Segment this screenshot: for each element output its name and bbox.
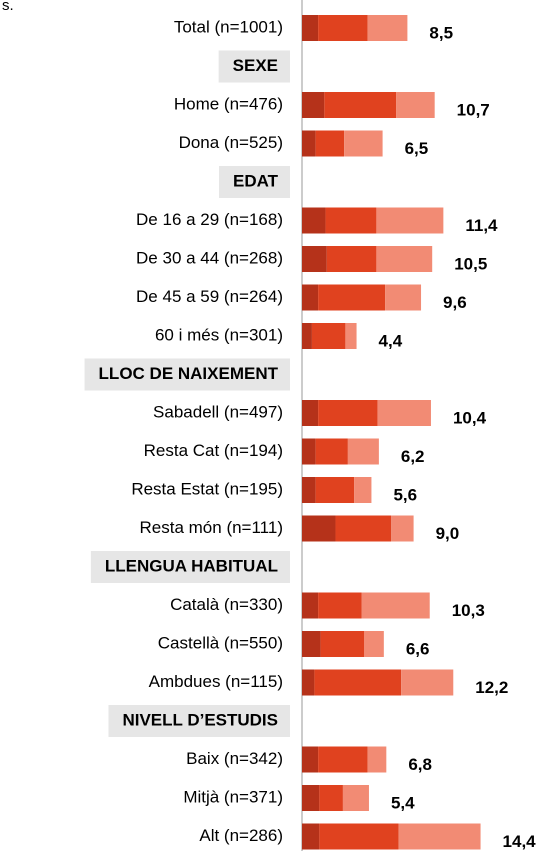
total-label: 5,6 xyxy=(393,485,417,504)
bar-segment xyxy=(345,323,357,349)
bar-segment xyxy=(347,438,379,465)
total-label: 10,4 xyxy=(453,408,487,427)
category-label: 60 i més (n=301) xyxy=(155,325,283,344)
category-label: Resta Estat (n=195) xyxy=(131,479,283,498)
bar-segment xyxy=(302,323,312,349)
bar-segment xyxy=(385,284,422,311)
bar-segment xyxy=(302,746,319,773)
total-label: 8,5 xyxy=(429,23,453,42)
total-label: 4,4 xyxy=(379,331,403,350)
section-header-box xyxy=(90,551,290,583)
bar-segment xyxy=(302,785,320,811)
category-label: Total (n=1001) xyxy=(174,17,283,36)
category-label: Català (n=330) xyxy=(170,595,283,614)
bar-segment xyxy=(396,92,435,118)
bar-segment xyxy=(354,477,372,503)
bar-segment xyxy=(324,92,397,118)
bar-segment xyxy=(302,284,319,311)
total-label: 6,6 xyxy=(406,639,430,658)
bar-segment xyxy=(302,92,325,118)
bar-segment xyxy=(302,207,326,234)
section-header: NIVELL D’ESTUDIS xyxy=(122,710,278,729)
bar-segment xyxy=(302,400,319,426)
total-label: 6,8 xyxy=(408,755,432,774)
total-label: 6,5 xyxy=(405,139,429,158)
section-header: EDAT xyxy=(233,171,279,190)
bar-segment xyxy=(302,823,320,850)
bar-segment xyxy=(367,746,387,773)
total-label: 10,7 xyxy=(457,100,490,119)
category-label: Sabadell (n=497) xyxy=(153,402,283,421)
bar-segment xyxy=(318,746,368,773)
bar-segment xyxy=(311,323,346,349)
bar-segment xyxy=(302,438,316,465)
category-label: Dona (n=525) xyxy=(179,133,283,152)
bar-segment xyxy=(344,130,383,157)
bar-segment xyxy=(319,823,399,850)
bar-segment xyxy=(302,592,319,619)
section-header-box xyxy=(218,166,290,198)
bar-segment xyxy=(302,15,319,41)
bar-segment xyxy=(302,130,316,157)
bar-segment xyxy=(367,15,408,41)
bar-segment xyxy=(319,785,343,811)
bar-segment xyxy=(318,592,362,619)
total-label: 11,4 xyxy=(465,216,498,235)
category-label: De 45 a 59 (n=264) xyxy=(136,287,283,306)
subtitle: s. xyxy=(2,0,14,14)
bar-segment xyxy=(320,631,364,657)
bar-segment xyxy=(391,515,414,542)
section-header-box xyxy=(108,705,290,737)
section-header: SEXE xyxy=(233,56,278,75)
bar-segment xyxy=(376,246,433,272)
total-label: 14,4 xyxy=(503,832,537,851)
bar-segment xyxy=(315,438,348,465)
total-label: 9,0 xyxy=(436,524,460,543)
section-header: LLENGUA HABITUAL xyxy=(105,556,278,575)
bar-segment xyxy=(314,669,402,696)
bar-segment xyxy=(376,207,444,234)
category-label: Baix (n=342) xyxy=(186,749,283,768)
bar-segment xyxy=(318,284,386,311)
total-label: 10,5 xyxy=(454,254,487,273)
bar-segment xyxy=(302,515,336,542)
bar-segment xyxy=(318,400,378,426)
bar-segment xyxy=(315,130,345,157)
category-label: De 30 a 44 (n=268) xyxy=(136,248,283,267)
bar-segment xyxy=(302,477,316,503)
bar-segment xyxy=(401,669,454,696)
section-header-box xyxy=(84,358,290,391)
total-label: 6,2 xyxy=(401,447,425,466)
bar-segment xyxy=(342,785,369,811)
category-label: Alt (n=286) xyxy=(199,826,283,845)
total-label: 5,4 xyxy=(391,793,415,812)
bar-segment xyxy=(326,246,377,272)
category-label: Resta Cat (n=194) xyxy=(144,441,283,460)
bar-segment xyxy=(302,669,315,696)
total-label: 10,3 xyxy=(452,601,485,620)
category-label: De 16 a 29 (n=168) xyxy=(136,210,283,229)
bar-segment xyxy=(335,515,392,542)
bar-segment xyxy=(364,631,384,657)
bar-segment xyxy=(377,400,431,426)
category-label: Home (n=476) xyxy=(174,94,283,113)
total-label: 9,6 xyxy=(443,293,467,312)
bar-segment xyxy=(315,477,355,503)
category-label: Resta món (n=111) xyxy=(140,518,283,537)
bar-segment xyxy=(325,207,377,234)
category-label: Mitjà (n=371) xyxy=(183,787,283,806)
section-header: LLOC DE NAIXEMENT xyxy=(99,364,279,383)
total-label: 12,2 xyxy=(475,678,508,697)
category-label: Castellà (n=550) xyxy=(158,633,283,652)
bar-segment xyxy=(302,631,321,657)
bar-segment xyxy=(302,246,327,272)
section-header-box xyxy=(218,50,290,83)
bar-segment xyxy=(398,823,481,850)
bar-segment xyxy=(318,15,368,41)
category-label: Ambdues (n=115) xyxy=(149,672,283,691)
bar-segment xyxy=(361,592,430,619)
